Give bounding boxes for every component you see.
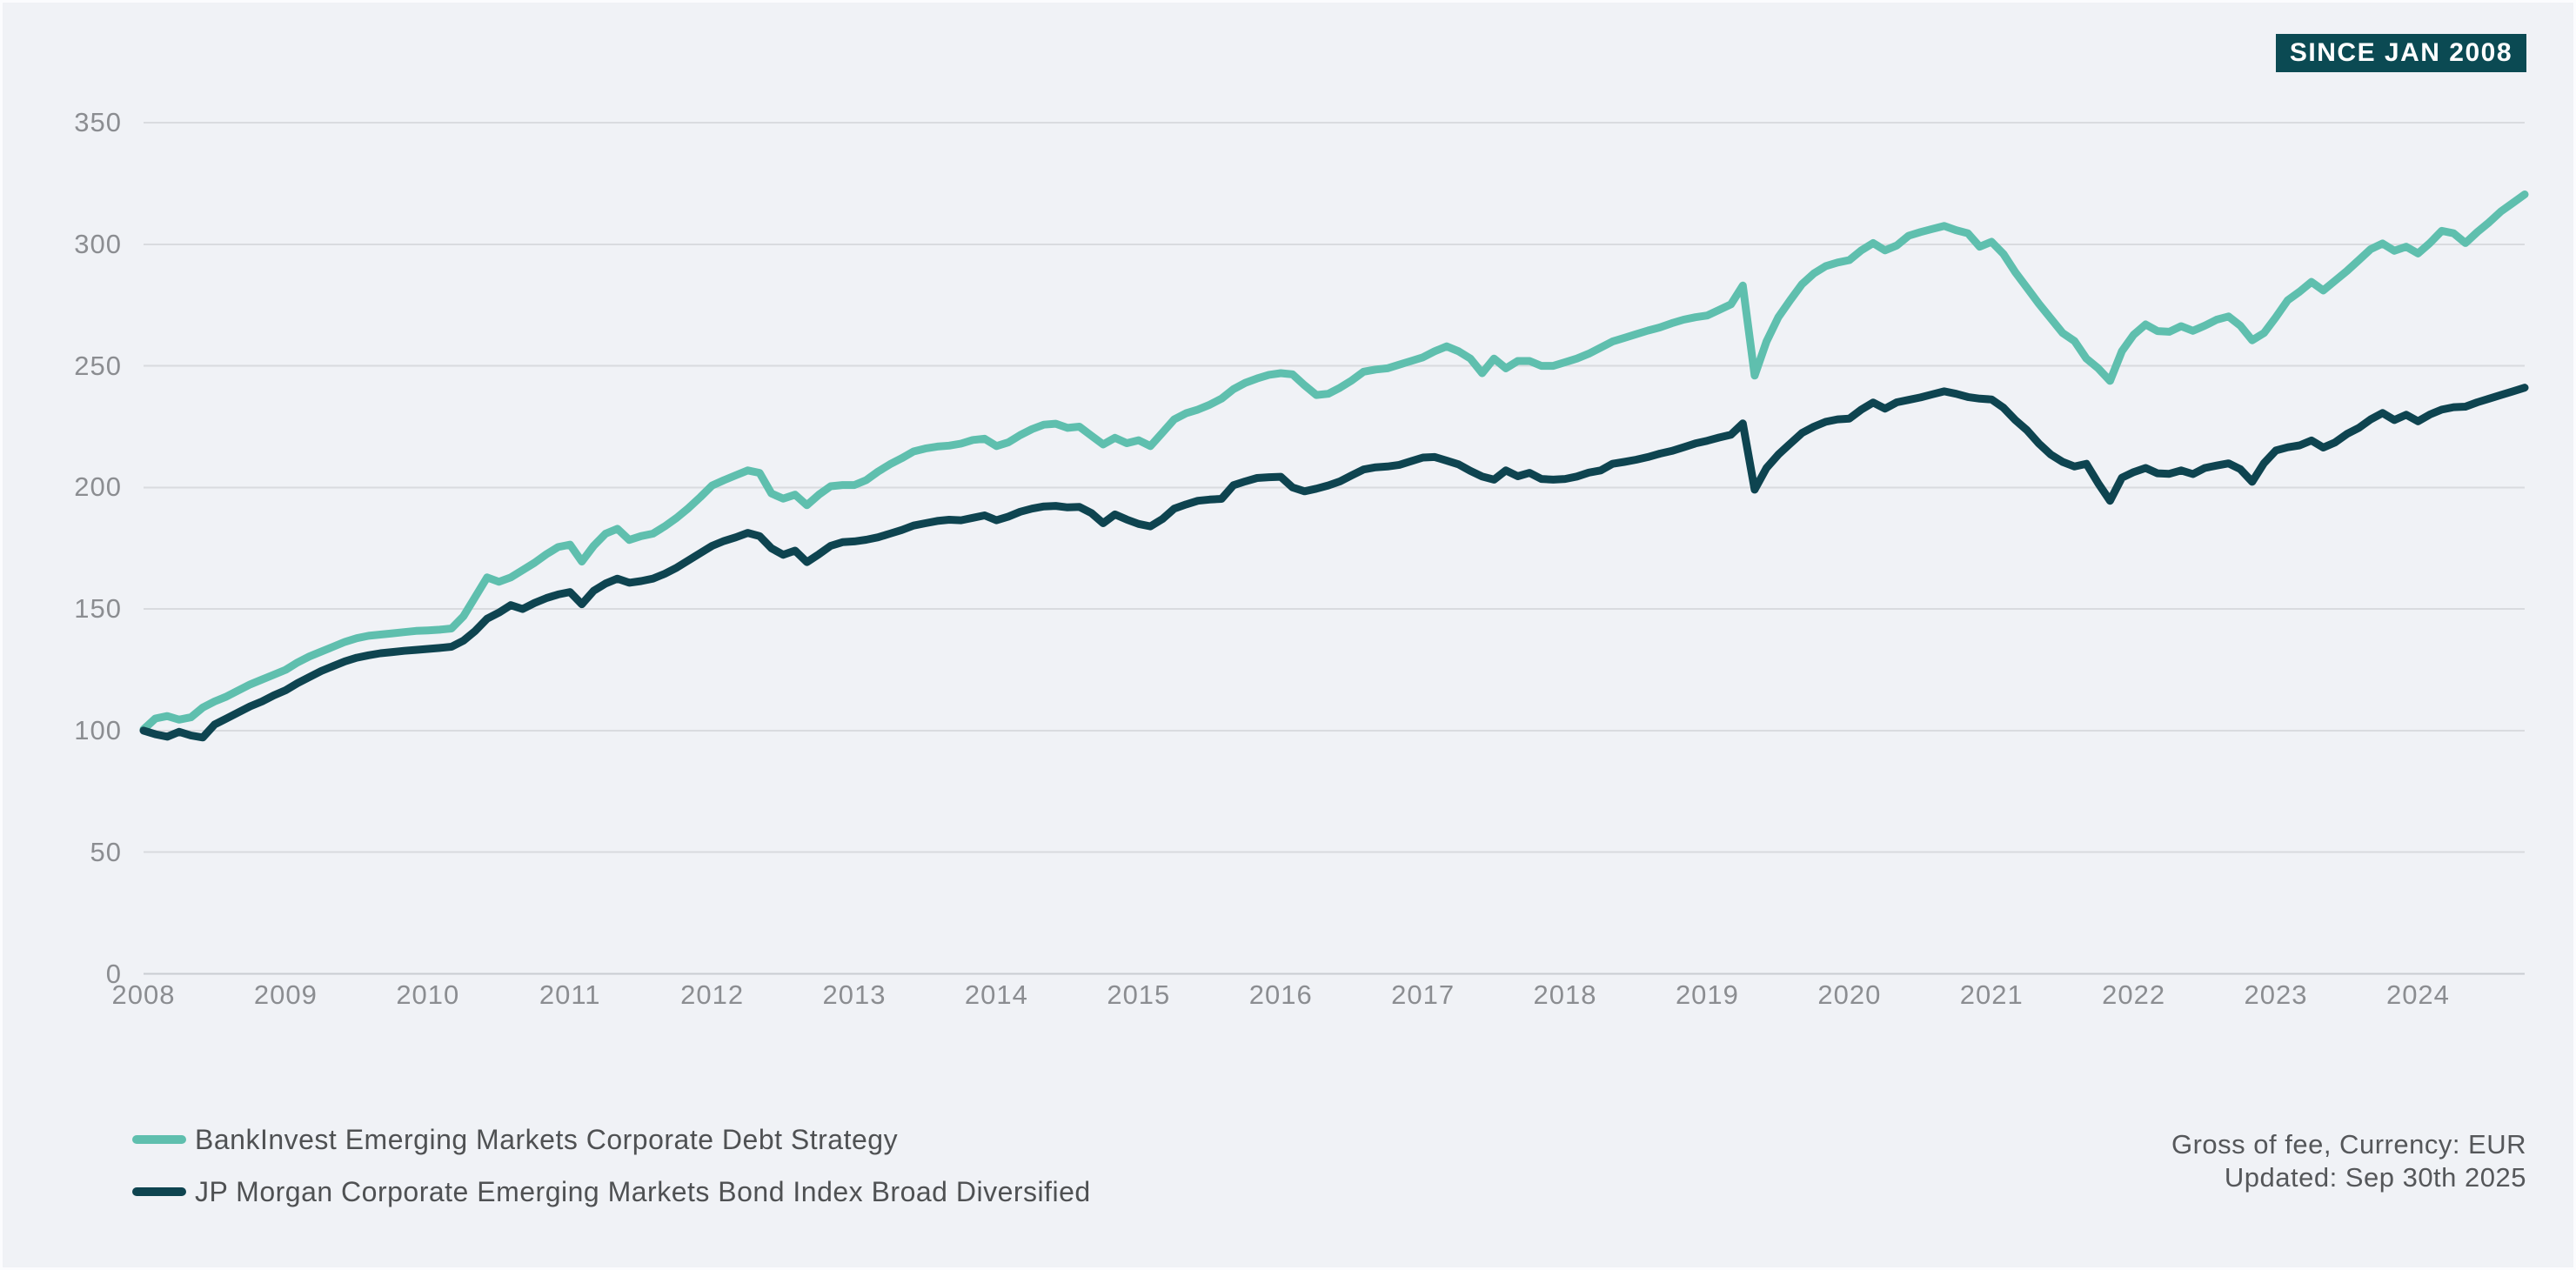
x-tick-label-2021: 2021 — [1959, 979, 2024, 1010]
x-tick-label-2009: 2009 — [253, 979, 318, 1010]
x-tick-label-2014: 2014 — [964, 979, 1028, 1010]
y-tick-label-200: 200 — [74, 471, 122, 503]
footnote-gross-currency: Gross of fee, Currency: EUR — [2171, 1129, 2526, 1160]
gridlines — [144, 122, 2525, 975]
legend-label-strategy: BankInvest Emerging Markets Corporate De… — [195, 1123, 899, 1155]
strategy-line-swatch — [132, 1135, 186, 1144]
x-tick-label-2013: 2013 — [822, 979, 887, 1010]
legend-item-benchmark: JP Morgan Corporate Emerging Markets Bon… — [132, 1173, 1091, 1211]
benchmark-line — [139, 384, 2529, 742]
y-tick-label-0: 0 — [105, 958, 122, 989]
y-tick-label-350: 350 — [74, 107, 122, 137]
footnote-updated: Updated: Sep 30th 2025 — [2224, 1162, 2526, 1193]
x-tick-label-2015: 2015 — [1107, 979, 1171, 1010]
y-tick-label-300: 300 — [74, 228, 122, 259]
chart-legend: BankInvest Emerging Markets Corporate De… — [132, 1120, 1091, 1225]
x-tick-label-2024: 2024 — [2385, 979, 2450, 1010]
x-tick-label-2016: 2016 — [1248, 979, 1313, 1010]
benchmark-line-swatch — [132, 1187, 186, 1196]
x-tick-label-2010: 2010 — [396, 979, 460, 1010]
y-tick-label-50: 50 — [90, 836, 122, 867]
legend-label-benchmark: JP Morgan Corporate Emerging Markets Bon… — [195, 1175, 1091, 1207]
x-tick-label-2011: 2011 — [539, 979, 601, 1010]
x-tick-label-2022: 2022 — [2102, 979, 2166, 1010]
since-date-badge: SINCE JAN 2008 — [2275, 34, 2526, 72]
x-tick-label-2012: 2012 — [680, 979, 745, 1010]
legend-item-strategy: BankInvest Emerging Markets Corporate De… — [132, 1120, 1091, 1159]
x-tick-label-2020: 2020 — [1817, 979, 1882, 1010]
x-tick-label-2023: 2023 — [2244, 979, 2308, 1010]
x-tick-label-2008: 2008 — [111, 979, 176, 1010]
y-tick-label-100: 100 — [74, 714, 122, 745]
y-tick-label-250: 250 — [74, 350, 122, 381]
chart-footnote: Gross of fee, Currency: EUR Updated: Sep… — [2171, 1128, 2526, 1194]
strategy-line — [139, 190, 2529, 733]
x-tick-label-2019: 2019 — [1675, 979, 1739, 1010]
x-tick-label-2017: 2017 — [1391, 979, 1455, 1010]
x-tick-label-2018: 2018 — [1533, 979, 1597, 1010]
y-tick-label-150: 150 — [74, 593, 122, 625]
